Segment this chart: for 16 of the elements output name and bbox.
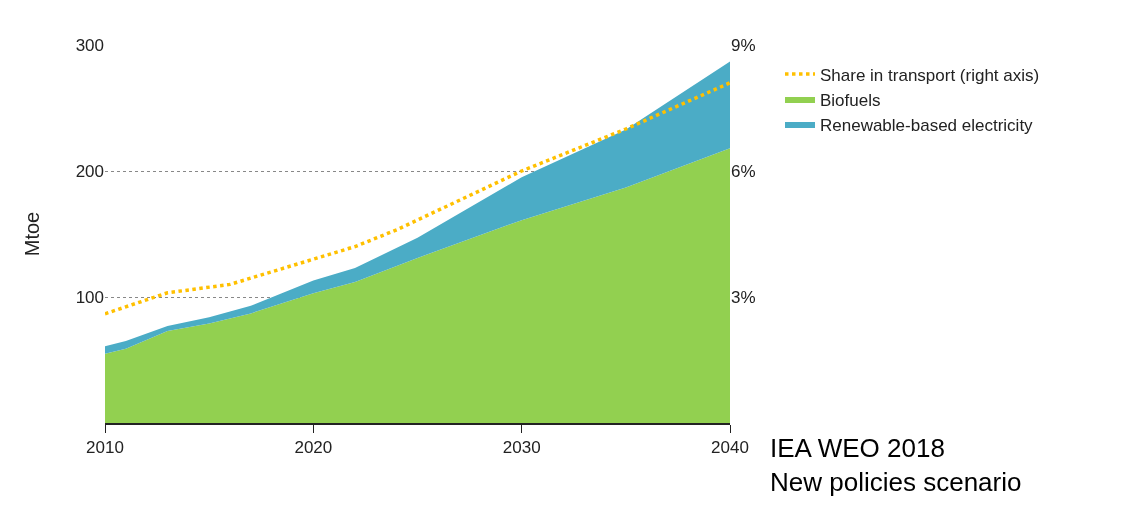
x-tick-label: 2020 (294, 438, 333, 458)
y-tick-label: 100 (75, 287, 104, 307)
x-tick-label: 2040 (711, 438, 749, 458)
y2-tick-label: 9% (731, 35, 756, 55)
x-tick-label: 2010 (86, 438, 124, 458)
legend-label: Renewable-based electricity (820, 115, 1034, 135)
legend-label: Biofuels (820, 90, 881, 110)
y2-tick-label: 6% (731, 161, 756, 181)
y2-tick-label: 3% (731, 287, 756, 307)
y-axis-title: Mtoe (21, 211, 44, 257)
y-tick-label: 300 (75, 35, 104, 55)
legend-label: Share in transport (right axis) (820, 65, 1040, 85)
line-series (105, 81, 730, 316)
x-tick-label: 2030 (502, 438, 541, 458)
y-tick-label: 200 (75, 161, 104, 181)
text: IEA WEO 2018 New policies scenario (770, 433, 1022, 497)
